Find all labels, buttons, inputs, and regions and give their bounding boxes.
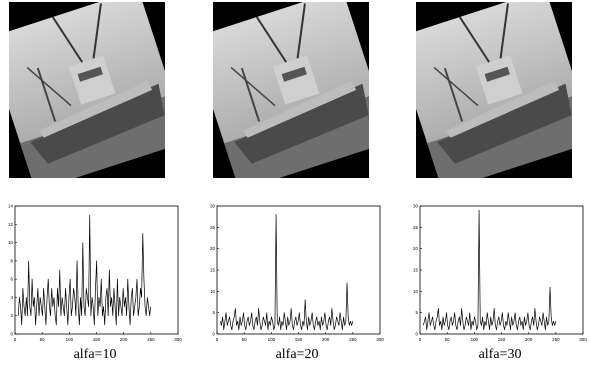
y-tick-label: 5 [415,310,418,315]
x-tick-label: 250 [552,337,560,342]
plot-panel-2: 0 50 100 150 200 250 300 0 5 10 15 20 25 30 [207,198,387,348]
y-tick-label: 6 [10,277,13,282]
x-tick-label: 200 [322,337,330,342]
x-tick-label: 50 [242,337,248,342]
y-tick-label: 20 [210,246,216,251]
y-tick-label: 8 [10,258,13,263]
y-tick-label: 20 [413,246,419,251]
rotated-image-alfa-30 [416,2,572,178]
series-line [17,214,152,326]
x-tick-label: 100 [268,337,276,342]
y-tick-label: 10 [210,289,216,294]
x-tick-label: 150 [295,337,303,342]
y-tick-label: 2 [10,313,13,318]
y-tick-label: 0 [415,332,418,337]
line-chart-alfa-10: 0 50 100 150 200 250 300 0 2 4 6 8 10 12 14 [8,204,182,343]
x-tick-label: 0 [216,337,219,342]
y-tick-label: 15 [210,268,216,273]
x-tick-label: 150 [498,337,506,342]
x-tick-label: 200 [525,337,533,342]
plot-frame [216,205,381,335]
y-tick-label: 4 [10,295,13,300]
y-tick-label: 25 [413,225,419,230]
x-tick-label: 300 [579,337,587,342]
boat-photo-3 [416,2,572,178]
x-tick-label: 50 [445,337,451,342]
y-tick-label: 15 [413,268,419,273]
x-tick-label: 200 [120,337,128,342]
y-tick-label: 10 [413,289,419,294]
y-tick-label: 0 [212,332,215,337]
x-tick-label: 0 [14,337,17,342]
x-tick-label: 250 [147,337,155,342]
series-line [219,214,354,331]
caption-alfa-30: alfa=30 [478,347,522,362]
plot-panel-1: 0 50 100 150 200 250 300 0 2 4 6 8 10 12 14 [5,198,185,348]
line-chart-alfa-30: 0 50 100 150 200 250 300 0 5 10 15 20 25 30 [413,204,587,343]
y-tick-label: 14 [8,204,14,209]
caption-alfa-20: alfa=20 [275,347,319,362]
plot-panel-3: 0 50 100 150 200 250 300 0 5 10 15 20 25 30 [410,198,590,348]
x-tick-label: 100 [66,337,74,342]
x-tick-label: 300 [376,337,384,342]
y-tick-label: 30 [413,204,419,209]
y-tick-label: 5 [212,310,215,315]
rotated-image-alfa-20 [213,2,369,178]
x-tick-label: 50 [40,337,46,342]
y-tick-label: 10 [8,240,14,245]
y-tick-label: 25 [210,225,216,230]
boat-photo-2 [213,2,369,178]
boat-photo-1 [9,2,165,178]
x-tick-label: 300 [174,337,182,342]
x-tick-label: 0 [419,337,422,342]
caption-alfa-10: alfa=10 [73,347,117,362]
x-tick-label: 250 [349,337,357,342]
x-tick-label: 100 [471,337,479,342]
x-tick-label: 150 [93,337,101,342]
line-chart-alfa-20: 0 50 100 150 200 250 300 0 5 10 15 20 25 30 [210,204,384,343]
series-line [422,209,557,331]
rotated-image-alfa-10 [9,2,165,178]
y-tick-label: 12 [8,222,14,227]
plot-frame [419,205,584,335]
y-tick-label: 0 [10,332,13,337]
y-tick-label: 30 [210,204,216,209]
